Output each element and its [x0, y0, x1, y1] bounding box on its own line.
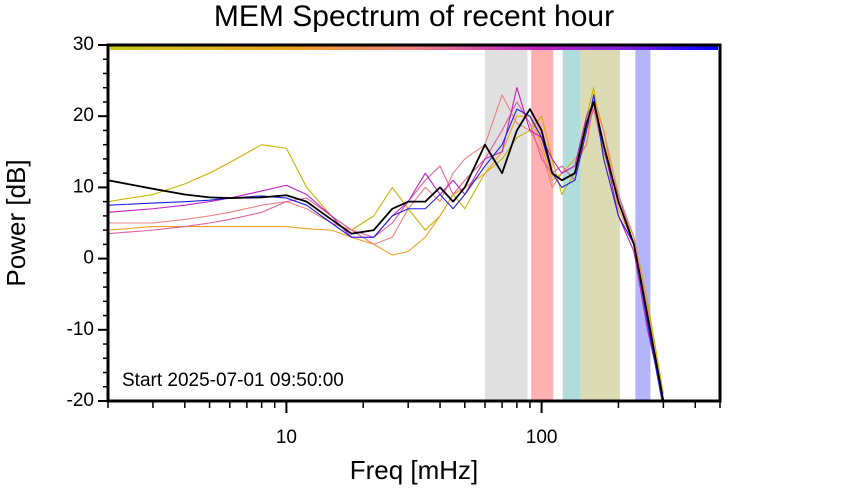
y-axis-label: Power [dB]: [1, 159, 31, 286]
spectrum-line: [108, 94, 664, 401]
annotation: Start 2025-07-01 09:50:00: [122, 370, 344, 391]
x-tick-label: 100: [526, 427, 558, 448]
chart-title: MEM Spectrum of recent hour: [214, 0, 614, 33]
lines: [108, 87, 665, 401]
y-tick-label: 10: [73, 176, 94, 197]
frequency-band: [562, 45, 581, 401]
frequency-band: [580, 45, 621, 401]
bands: [484, 45, 651, 401]
frequency-band: [635, 45, 651, 401]
x-tick-label: 10: [276, 427, 297, 448]
y-tick-label: 30: [73, 34, 94, 55]
x-axis-label: Freq [mHz]: [350, 455, 479, 485]
frequency-band: [484, 45, 528, 401]
y-tick-label: 0: [83, 248, 94, 269]
spectrum-line: [108, 101, 665, 401]
y-tick-label: -10: [67, 319, 94, 340]
plot-frame: [106, 43, 722, 403]
frequency-band: [531, 45, 554, 401]
y-tick-label: -20: [67, 390, 94, 411]
y-tick-label: 20: [73, 105, 94, 126]
color-bar: [110, 45, 718, 50]
